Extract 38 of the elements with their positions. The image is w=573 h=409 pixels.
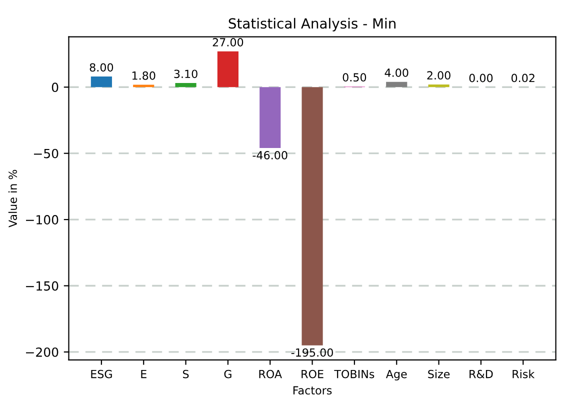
x-tick-label: Risk — [512, 370, 535, 378]
x-tick-label: R&D — [470, 370, 493, 378]
x-tick-label: S — [182, 370, 189, 378]
x-tick-label: E — [141, 370, 146, 378]
data-label: 27.00 — [212, 38, 244, 46]
data-label: 4.00 — [384, 68, 408, 77]
data-label: 2.00 — [427, 71, 450, 80]
y-tick-label: −150 — [26, 281, 58, 291]
x-tick-label: Age — [386, 370, 407, 380]
y-tick-label: 0 — [52, 82, 58, 92]
data-label: 0.50 — [342, 73, 366, 82]
data-label: 0.02 — [511, 74, 534, 82]
bar — [260, 87, 281, 148]
y-tick-label: −100 — [26, 215, 58, 224]
bar — [90, 76, 112, 88]
data-label: 8.00 — [90, 63, 114, 72]
y-tick-label: −50 — [34, 148, 58, 158]
bar — [175, 83, 196, 88]
x-tick-label: TOBINs — [334, 370, 374, 378]
bar — [428, 84, 450, 88]
data-label: -195.00 — [291, 348, 333, 357]
bar — [302, 87, 323, 346]
bar — [133, 84, 154, 88]
x-tick-label: ROE — [302, 370, 324, 378]
bar — [386, 82, 408, 88]
data-label: 3.10 — [174, 70, 198, 78]
data-label: 1.80 — [132, 71, 156, 80]
y-axis-title: Value in % — [8, 170, 17, 228]
x-tick-label: ROA — [259, 370, 282, 378]
x-tick-label: Size — [428, 370, 450, 378]
x-tick-label: ESG — [91, 370, 112, 378]
chart-title: Statistical Analysis - Min — [228, 18, 396, 32]
x-tick-label: G — [224, 370, 232, 378]
data-label: -46.00 — [252, 151, 288, 160]
y-tick-label: −200 — [26, 347, 58, 357]
data-label: 0.00 — [469, 74, 493, 82]
x-axis-title: Factors — [293, 386, 332, 395]
bar — [217, 51, 238, 88]
